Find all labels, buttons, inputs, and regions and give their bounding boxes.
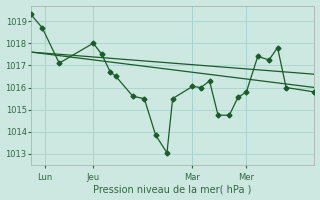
X-axis label: Pression niveau de la mer( hPa ): Pression niveau de la mer( hPa ): [93, 184, 252, 194]
